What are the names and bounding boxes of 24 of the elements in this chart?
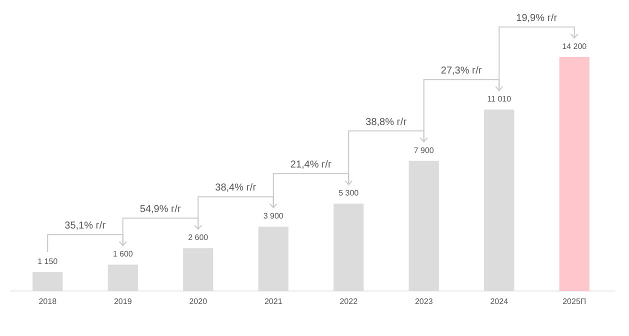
annotation: 38,4% г/г (215, 182, 257, 194)
x-tick-label: 2019 (114, 297, 132, 306)
annotation: 27,3% г/г (440, 66, 482, 77)
annotation: 21,4% г/г (290, 160, 332, 171)
data-label: 11 010 (487, 94, 512, 104)
x-tick-label: 2023 (414, 297, 434, 306)
x-tick-label: 2024 (490, 297, 509, 306)
text: 19,9% г/г (516, 13, 558, 24)
data-label: 7 900 (414, 146, 434, 155)
x-tick-label: 2022 (340, 297, 358, 306)
x-tick-label: 2020 (189, 297, 208, 306)
data-label: 5 300 (338, 188, 360, 198)
data-label: 1 150 (38, 257, 58, 266)
x-tick-label: 2021 (264, 297, 283, 306)
x-tick-label: 2025П (562, 297, 586, 306)
data-label: 2 600 (188, 233, 209, 242)
annotation: 54,9% г/г (140, 204, 182, 216)
bar (559, 57, 590, 291)
data-label: 1 600 (112, 250, 134, 259)
annotation: 35,1% г/г (64, 220, 106, 232)
x-tick-label: 2018 (38, 297, 58, 306)
data-label: 14 200 (562, 42, 588, 51)
data-label: 3 900 (263, 212, 284, 221)
annotation: 38,8% г/г (366, 116, 408, 128)
